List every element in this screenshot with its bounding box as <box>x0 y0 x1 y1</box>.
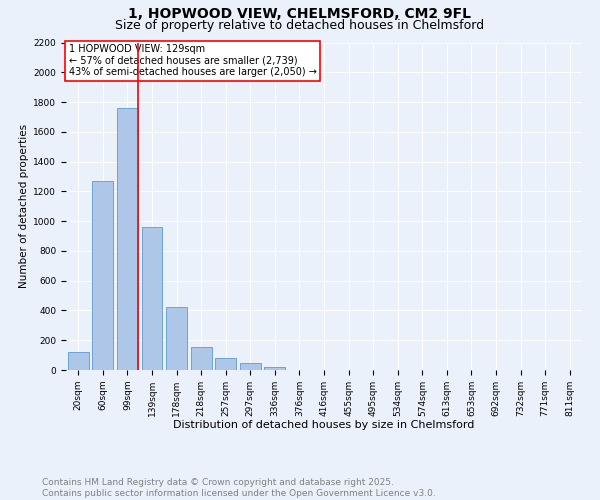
Text: 1, HOPWOOD VIEW, CHELMSFORD, CM2 9FL: 1, HOPWOOD VIEW, CHELMSFORD, CM2 9FL <box>128 8 472 22</box>
Bar <box>166 308 187 370</box>
Bar <box>117 108 138 370</box>
Bar <box>68 352 89 370</box>
Text: 1 HOPWOOD VIEW: 129sqm
← 57% of detached houses are smaller (2,739)
43% of semi-: 1 HOPWOOD VIEW: 129sqm ← 57% of detached… <box>68 44 316 78</box>
Bar <box>92 181 113 370</box>
Text: Contains HM Land Registry data © Crown copyright and database right 2025.
Contai: Contains HM Land Registry data © Crown c… <box>42 478 436 498</box>
Bar <box>215 358 236 370</box>
Y-axis label: Number of detached properties: Number of detached properties <box>19 124 29 288</box>
Text: Size of property relative to detached houses in Chelmsford: Size of property relative to detached ho… <box>115 18 485 32</box>
X-axis label: Distribution of detached houses by size in Chelmsford: Distribution of detached houses by size … <box>173 420 475 430</box>
Bar <box>191 347 212 370</box>
Bar <box>142 227 163 370</box>
Bar <box>265 367 286 370</box>
Bar <box>240 364 261 370</box>
